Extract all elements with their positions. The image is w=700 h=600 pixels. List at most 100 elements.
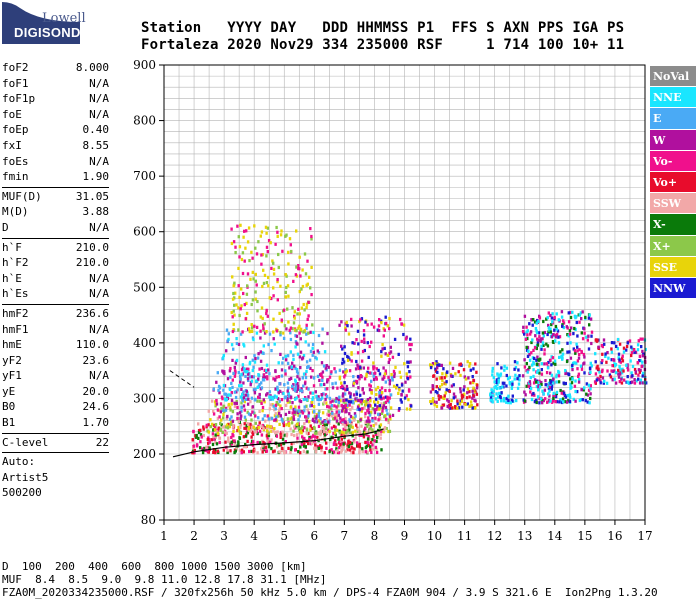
echo-point bbox=[368, 429, 371, 433]
auto-label: Auto: bbox=[2, 455, 36, 469]
echo-point bbox=[570, 385, 573, 389]
echo-point bbox=[357, 366, 360, 371]
echo-point bbox=[528, 380, 532, 384]
echo-point bbox=[536, 355, 539, 359]
echo-point bbox=[572, 347, 575, 351]
echo-point bbox=[338, 377, 342, 381]
echo-point bbox=[259, 315, 262, 319]
echo-point bbox=[269, 426, 272, 430]
echo-point bbox=[272, 317, 275, 321]
echo-point bbox=[388, 388, 391, 393]
echo-point bbox=[581, 310, 584, 314]
echo-point bbox=[500, 392, 503, 396]
echo-point bbox=[234, 251, 237, 255]
echo-point bbox=[397, 352, 400, 356]
echo-point bbox=[239, 380, 242, 384]
echo-point bbox=[225, 431, 228, 435]
echo-point bbox=[431, 387, 434, 391]
echo-point bbox=[372, 367, 375, 371]
echo-point bbox=[370, 450, 373, 454]
echo-point bbox=[391, 413, 395, 417]
x-tick-label: 1 bbox=[160, 529, 168, 543]
echo-point bbox=[313, 410, 316, 414]
echo-point bbox=[535, 344, 539, 348]
echo-point bbox=[568, 329, 572, 333]
echo-point bbox=[528, 322, 531, 326]
echo-point bbox=[332, 442, 336, 446]
echo-point bbox=[289, 395, 293, 399]
param-name: foEs bbox=[2, 154, 29, 168]
echo-point bbox=[262, 373, 266, 377]
echo-point bbox=[532, 318, 535, 322]
echo-point bbox=[410, 343, 413, 347]
echo-point bbox=[368, 344, 371, 349]
echo-point bbox=[617, 356, 620, 360]
echo-point bbox=[546, 332, 549, 337]
echo-point bbox=[230, 391, 233, 395]
echo-point bbox=[328, 449, 332, 453]
echo-point bbox=[575, 315, 578, 319]
echo-point bbox=[382, 430, 385, 434]
echo-point bbox=[574, 315, 577, 319]
x-tick-label: 16 bbox=[607, 529, 622, 543]
echo-point bbox=[242, 342, 245, 346]
echo-point bbox=[335, 414, 338, 418]
echo-point bbox=[305, 306, 308, 310]
echo-point bbox=[360, 359, 364, 363]
echo-point bbox=[578, 313, 581, 317]
echo-point bbox=[222, 407, 225, 411]
echo-point bbox=[463, 402, 466, 406]
echo-point bbox=[331, 451, 335, 455]
echo-point bbox=[451, 366, 455, 370]
echo-point bbox=[588, 323, 591, 327]
echo-point bbox=[460, 399, 464, 403]
echo-point bbox=[323, 431, 326, 436]
echo-point bbox=[284, 395, 288, 399]
echo-point bbox=[365, 372, 368, 376]
echo-point bbox=[589, 317, 593, 321]
echo-point bbox=[358, 448, 361, 452]
echo-point bbox=[550, 355, 553, 359]
echo-point bbox=[220, 395, 224, 399]
echo-point bbox=[403, 396, 407, 400]
echo-point bbox=[344, 423, 348, 427]
echo-point bbox=[339, 443, 342, 447]
echo-point bbox=[542, 334, 545, 338]
echo-point bbox=[241, 392, 244, 396]
echo-point bbox=[215, 429, 218, 433]
echo-point bbox=[344, 402, 347, 406]
echo-point bbox=[212, 409, 215, 413]
echo-point bbox=[594, 372, 598, 376]
echo-point bbox=[356, 351, 360, 355]
echo-point bbox=[641, 354, 644, 358]
echo-point bbox=[404, 337, 408, 341]
echo-point bbox=[191, 451, 195, 455]
echo-point bbox=[452, 406, 455, 410]
echo-point bbox=[246, 397, 249, 401]
echo-point bbox=[547, 386, 551, 390]
echo-point bbox=[226, 377, 230, 381]
echo-point bbox=[475, 383, 478, 387]
echo-point bbox=[562, 381, 565, 385]
echo-point bbox=[318, 373, 322, 377]
echo-point bbox=[585, 382, 589, 386]
echo-point bbox=[491, 394, 495, 398]
echo-point bbox=[618, 365, 621, 369]
echo-point bbox=[395, 386, 398, 390]
echo-point bbox=[302, 353, 306, 358]
echo-point bbox=[441, 403, 444, 407]
echo-point bbox=[577, 313, 580, 317]
echo-point bbox=[638, 359, 641, 363]
echo-point bbox=[580, 367, 584, 371]
echo-point bbox=[274, 412, 277, 416]
echo-point bbox=[331, 411, 334, 415]
echo-point bbox=[247, 425, 251, 430]
echo-point bbox=[510, 386, 513, 390]
echo-point bbox=[286, 400, 289, 404]
echo-point bbox=[305, 386, 308, 390]
echo-point bbox=[309, 227, 312, 231]
echo-point bbox=[456, 402, 459, 406]
echo-point bbox=[340, 450, 343, 454]
echo-point bbox=[338, 446, 341, 450]
echo-point bbox=[270, 425, 273, 429]
